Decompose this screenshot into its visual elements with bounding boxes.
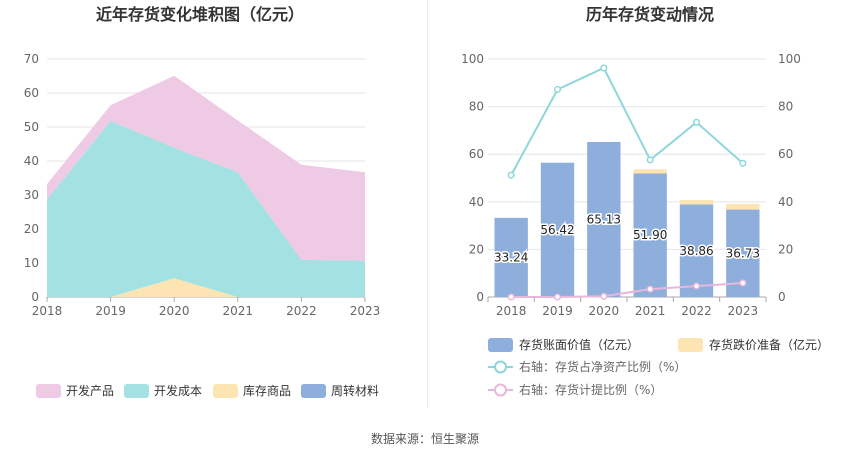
x-tick-label: 2018	[496, 304, 527, 318]
net-asset-ratio-point	[692, 118, 701, 126]
legend-label: 开发成本	[154, 383, 202, 398]
net-asset-ratio-point	[646, 156, 654, 164]
y-tick-label: 0	[476, 290, 484, 304]
net-asset-ratio-point	[507, 171, 515, 179]
net-asset-ratio-point	[739, 159, 747, 167]
x-tick-label: 2019	[95, 304, 126, 318]
bar-provision	[633, 169, 667, 174]
y2-tick-label: 0	[778, 290, 786, 304]
bar-data-label: 51.90	[633, 228, 667, 242]
legend-swatch	[213, 384, 238, 398]
legend-label: 右轴：存货计提比例（%）	[519, 382, 662, 397]
legend-label: 开发产品	[66, 383, 114, 398]
x-tick-label: 2023	[350, 304, 381, 318]
chart-divider	[427, 0, 428, 408]
bar-provision	[726, 203, 760, 210]
y2-tick-label: 80	[778, 100, 793, 114]
bar-book-value	[540, 162, 575, 297]
bar-data-label: 38.86	[679, 244, 713, 258]
y2-tick-label: 20	[778, 242, 793, 256]
x-tick-label: 2020	[589, 304, 620, 318]
bar-data-label: 56.42	[540, 223, 574, 237]
area-series	[47, 75, 365, 261]
y-tick-label: 60	[469, 147, 484, 161]
y2-tick-label: 100	[778, 52, 801, 66]
x-tick-label: 2023	[728, 304, 759, 318]
net-asset-ratio-point	[553, 85, 562, 94]
legend-label: 周转材料	[331, 383, 379, 398]
legend-label: 存货跌价准备（亿元）	[709, 337, 829, 352]
legend-label: 库存商品	[243, 383, 291, 398]
y-tick-label: 10	[24, 256, 39, 270]
x-tick-label: 2021	[635, 304, 666, 318]
bar-book-value	[587, 141, 621, 297]
y-tick-label: 80	[469, 100, 484, 114]
bar-provision	[679, 199, 714, 205]
net-asset-ratio-line	[510, 66, 744, 176]
y-tick-label: 0	[31, 290, 39, 304]
left-chart: 近年存货变化堆积图（亿元） 0 10 20 30 40 50 60 70 2018 2019 20…	[24, 5, 381, 398]
x-tick-label: 2021	[223, 304, 254, 318]
net-asset-ratio-point	[600, 64, 608, 72]
bar-book-value	[494, 217, 528, 297]
provision-ratio-point	[553, 293, 562, 301]
y-tick-label: 20	[469, 242, 484, 256]
legend-swatch	[488, 338, 513, 352]
legend-label: 存货账面价值（亿元）	[519, 337, 639, 352]
bar-data-label: 33.24	[494, 250, 528, 264]
y-tick-label: 100	[461, 52, 484, 66]
x-tick-label: 2022	[286, 304, 317, 318]
legend-marker	[494, 383, 507, 397]
y-tick-label: 40	[469, 195, 484, 209]
legend-marker	[494, 360, 507, 374]
y2-tick-label: 40	[778, 195, 793, 209]
bar-data-label: 65.13	[587, 212, 621, 226]
right-chart-title: 历年存货变动情况	[586, 5, 714, 24]
y-tick-label: 40	[24, 154, 39, 168]
bar-book-value	[679, 204, 714, 297]
left-chart-title: 近年存货变化堆积图（亿元）	[96, 5, 304, 24]
legend-swatch	[124, 384, 149, 398]
legend-swatch	[301, 384, 326, 398]
x-tick-label: 2018	[32, 304, 63, 318]
y-tick-label: 50	[24, 120, 39, 134]
provision-ratio-point	[739, 279, 747, 287]
provision-ratio-point	[507, 293, 515, 301]
provision-ratio-line	[511, 282, 743, 298]
legend-swatch	[36, 384, 61, 398]
y-tick-label: 70	[24, 52, 39, 66]
bar-data-label: 36.73	[726, 246, 760, 260]
y2-tick-label: 60	[778, 147, 793, 161]
y-tick-label: 30	[24, 188, 39, 202]
provision-ratio-point	[692, 282, 701, 290]
legend-label: 右轴：存货占净资产比例（%）	[519, 359, 686, 374]
data-source-label: 数据来源：恒生聚源	[370, 432, 479, 446]
provision-ratio-point	[646, 285, 654, 293]
provision-ratio-point	[600, 292, 608, 300]
bar-book-value	[633, 173, 667, 297]
x-tick-label: 2020	[159, 304, 190, 318]
y-tick-label: 60	[24, 86, 39, 100]
legend-swatch	[678, 338, 703, 352]
x-tick-label: 2022	[681, 304, 712, 318]
x-tick-label: 2019	[542, 304, 573, 318]
area-series	[47, 120, 365, 298]
y-tick-label: 20	[24, 222, 39, 236]
